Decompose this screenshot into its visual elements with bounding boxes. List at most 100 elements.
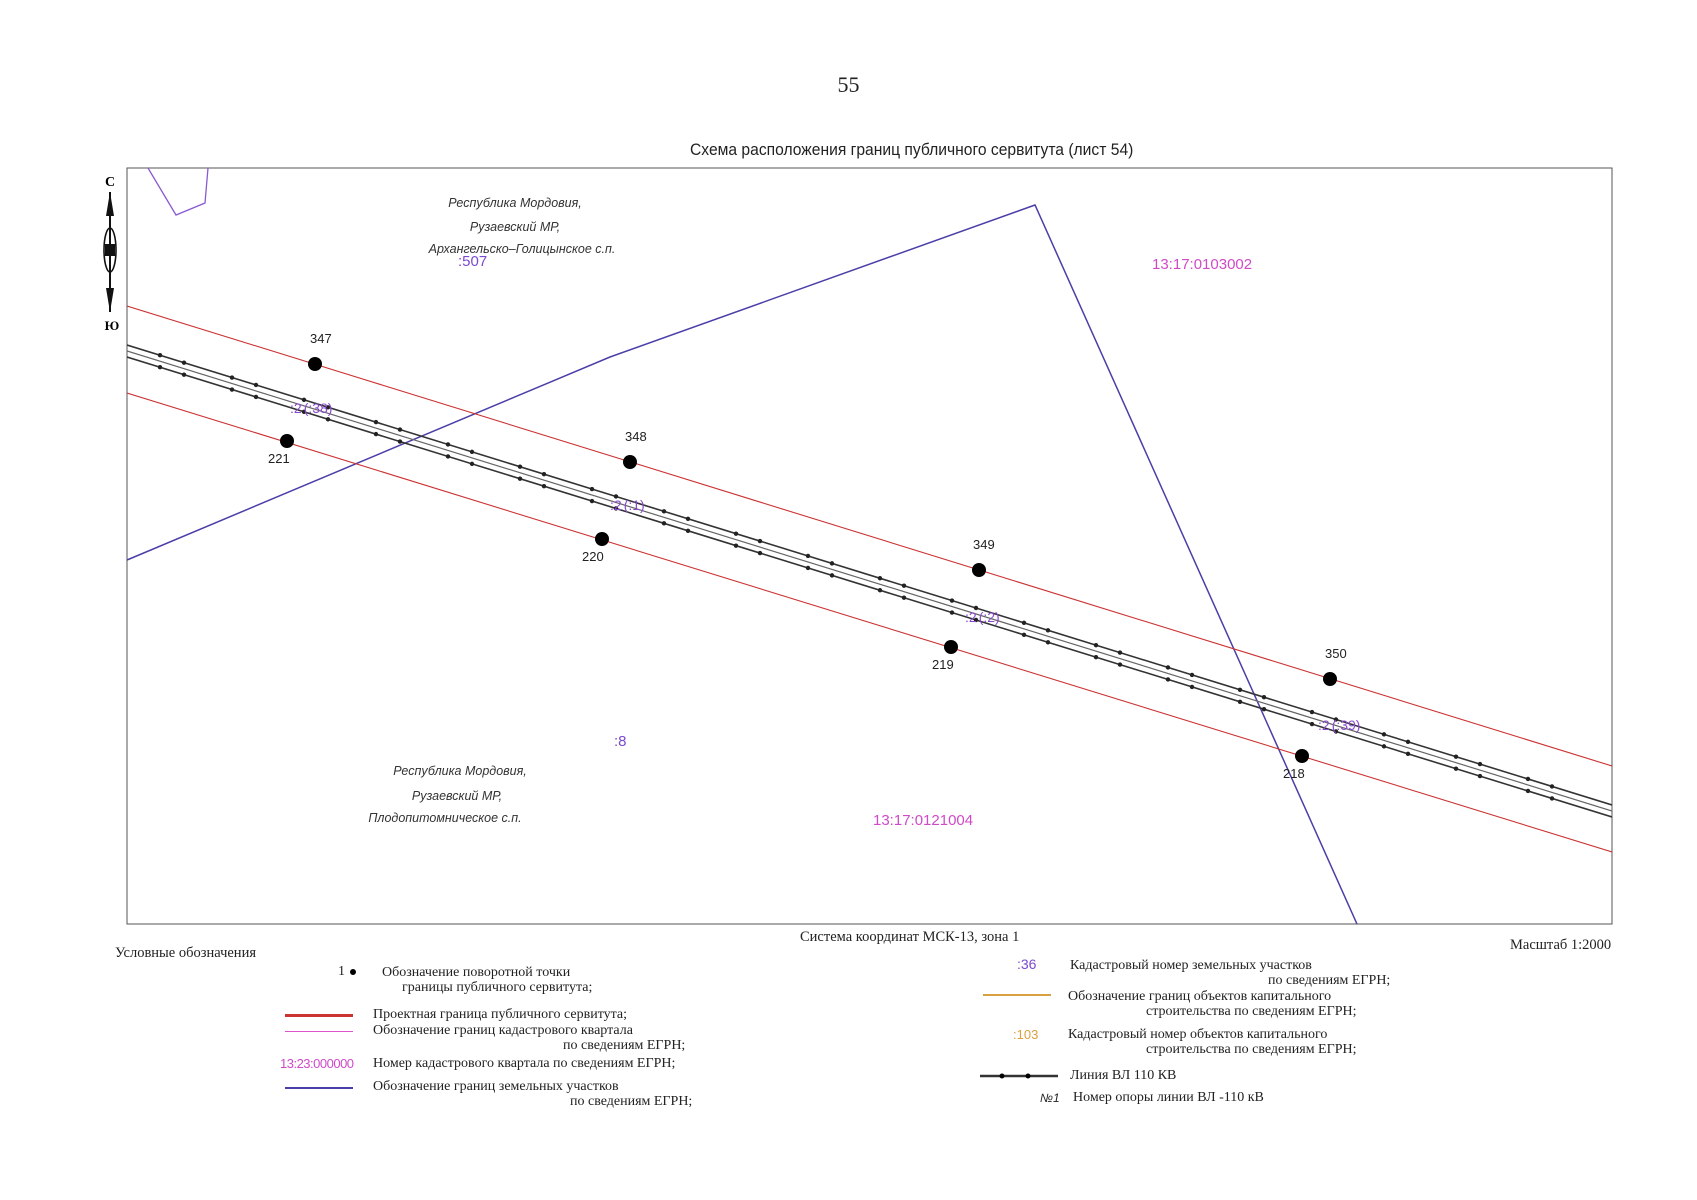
conductor-dot: [469, 449, 475, 455]
point-label-350: 350: [1325, 646, 1347, 661]
power-line-110kv: [127, 344, 1612, 818]
parcel-number-8: :8: [614, 733, 627, 750]
conductor-dot: [1333, 729, 1339, 734]
legend-capital-border-text: Обозначение границ объектов капитального…: [1068, 989, 1357, 1019]
conductor-dot: [805, 553, 811, 559]
conductor-dot: [589, 486, 595, 492]
conductor-dot: [1045, 640, 1051, 645]
legend-parcel-border-text: Обозначение границ земельных участков по…: [373, 1079, 693, 1109]
conductor-dot: [877, 576, 883, 581]
point-label-220: 220: [582, 549, 604, 564]
point-221: [280, 434, 294, 448]
legend-capital-line: [983, 994, 1051, 996]
legend-heading: Условные обозначения: [115, 945, 256, 961]
conductor-dot: [1237, 699, 1243, 704]
conductor-dot: [1045, 628, 1051, 633]
point-label-219: 219: [932, 657, 954, 672]
conductor-dot: [1117, 662, 1123, 667]
conductor-dot: [733, 543, 739, 548]
object-label-2: :2 (:2): [965, 609, 1000, 625]
region-south-line-3: Плодопитомническое с.п.: [368, 811, 521, 825]
conductor-dot: [301, 397, 307, 403]
conductor-dot: [973, 617, 979, 623]
quarter-number-south: 13:17:0121004: [873, 812, 973, 829]
conductor-dot: [253, 382, 259, 388]
point-347: [308, 357, 322, 371]
page-number: 55: [837, 72, 860, 97]
conductor-dot: [613, 506, 619, 511]
conductor-dot: [1453, 766, 1459, 771]
point-219: [944, 640, 958, 654]
conductor-dot: [1021, 620, 1027, 626]
conductor-dot: [613, 494, 619, 499]
conductor-dot: [1237, 687, 1243, 692]
region-south-line-2: Рузаевский МР,: [412, 789, 502, 803]
conductor-dot: [325, 417, 331, 422]
conductor-dot: [517, 464, 523, 469]
conductor-dot: [661, 509, 667, 514]
legend-capital-number-text: Кадастровый номер объектов капитального …: [1068, 1027, 1357, 1057]
conductor-dot: [757, 550, 763, 556]
servitude-border-south: [127, 392, 1612, 853]
conductor-dot: [1021, 632, 1027, 638]
point-350: [1323, 672, 1337, 686]
conductor-dot: [1117, 650, 1123, 655]
conductor-dot: [1189, 684, 1195, 690]
legend-quarter-number-text: Номер кадастрового квартала по сведениям…: [373, 1056, 676, 1071]
conductor-dot: [901, 595, 907, 600]
conductor-dot: [1549, 796, 1555, 801]
legend-capital-sample: :103: [1013, 1027, 1039, 1042]
conductor-dot: [229, 375, 235, 380]
conductor-dot: [541, 483, 547, 489]
compass-south: Ю: [105, 318, 120, 333]
compass-north: С: [105, 175, 115, 190]
legend-power-line-text: Линия ВЛ 110 КВ: [1070, 1068, 1177, 1083]
legend-point-sample: 1: [338, 964, 356, 979]
legend-quarter-border-text: Обозначение границ кадастрового квартала…: [373, 1023, 686, 1053]
north-arrow-icon: С Ю: [103, 175, 120, 333]
conductor-dot: [397, 427, 403, 432]
conductor-dot: [469, 461, 475, 467]
conductor-dot: [1477, 761, 1483, 767]
conductor-dot: [805, 565, 811, 571]
conductor-dot: [541, 471, 547, 477]
conductor-dot: [1309, 709, 1315, 715]
conductor-dot: [1381, 732, 1387, 737]
conductor-dot: [757, 538, 763, 544]
map-scale: Масштаб 1:2000: [1510, 937, 1612, 953]
conductor-dot: [661, 521, 667, 526]
conductor-dot: [685, 528, 691, 533]
servitude-border-north: [127, 305, 1612, 767]
legend-parcel-sample: :36: [1017, 956, 1037, 972]
point-220: [595, 532, 609, 546]
conductor-dot: [1405, 739, 1411, 745]
conductor-dot: [157, 365, 163, 370]
conductor-dot: [301, 409, 307, 415]
parcel-boundary: [127, 204, 1358, 924]
conductor-dot: [1453, 754, 1459, 759]
conductor-dot: [1549, 784, 1555, 789]
legend-servitude-line: [285, 1014, 353, 1017]
point-label-218: 218: [1283, 766, 1305, 781]
object-label-1: :2 (:1): [610, 497, 645, 513]
conductor-dot: [229, 387, 235, 392]
point-label-221: 221: [268, 451, 290, 466]
parcel-boundary-nw: [147, 168, 209, 216]
point-349: [972, 563, 986, 577]
conductor-dot: [1381, 744, 1387, 749]
legend-servitude-text: Проектная граница публичного сервитута;: [373, 1007, 628, 1022]
conductor-dot: [877, 588, 883, 593]
conductor-dot: [1093, 642, 1099, 648]
conductor-dot: [1333, 717, 1339, 722]
conductor-dot: [397, 439, 403, 444]
region-south-line-1: Республика Мордовия,: [393, 764, 527, 778]
conductor-dot: [829, 561, 835, 566]
coordinate-system: Система координат МСК-13, зона 1: [800, 929, 1020, 945]
conductor-dot: [685, 516, 691, 521]
conductor-dot: [1477, 773, 1483, 779]
point-dot-icon: [350, 968, 356, 975]
conductor-dot: [445, 454, 451, 459]
conductor-dot: [517, 476, 523, 481]
legend-power-line-icon: [980, 1073, 1058, 1079]
